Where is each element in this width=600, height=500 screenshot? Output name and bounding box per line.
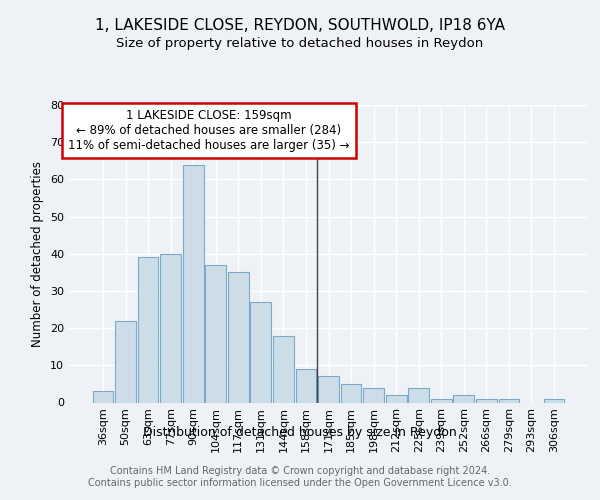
Bar bbox=[228, 272, 248, 402]
Y-axis label: Number of detached properties: Number of detached properties bbox=[31, 161, 44, 347]
Bar bbox=[250, 302, 271, 402]
Bar bbox=[476, 399, 497, 402]
Text: Contains HM Land Registry data © Crown copyright and database right 2024.
Contai: Contains HM Land Registry data © Crown c… bbox=[88, 466, 512, 487]
Bar bbox=[341, 384, 361, 402]
Bar bbox=[454, 395, 474, 402]
Bar bbox=[431, 399, 452, 402]
Text: 1 LAKESIDE CLOSE: 159sqm
← 89% of detached houses are smaller (284)
11% of semi-: 1 LAKESIDE CLOSE: 159sqm ← 89% of detach… bbox=[68, 108, 350, 152]
Text: Size of property relative to detached houses in Reydon: Size of property relative to detached ho… bbox=[116, 38, 484, 51]
Bar bbox=[409, 388, 429, 402]
Bar bbox=[296, 369, 316, 402]
Bar bbox=[544, 399, 565, 402]
Bar bbox=[273, 336, 294, 402]
Bar bbox=[318, 376, 339, 402]
Bar bbox=[205, 265, 226, 402]
Text: Distribution of detached houses by size in Reydon: Distribution of detached houses by size … bbox=[143, 426, 457, 439]
Bar bbox=[499, 399, 520, 402]
Bar bbox=[386, 395, 407, 402]
Text: 1, LAKESIDE CLOSE, REYDON, SOUTHWOLD, IP18 6YA: 1, LAKESIDE CLOSE, REYDON, SOUTHWOLD, IP… bbox=[95, 18, 505, 32]
Bar bbox=[137, 258, 158, 402]
Bar bbox=[115, 320, 136, 402]
Bar bbox=[183, 164, 203, 402]
Bar bbox=[160, 254, 181, 402]
Bar bbox=[92, 392, 113, 402]
Bar bbox=[363, 388, 384, 402]
